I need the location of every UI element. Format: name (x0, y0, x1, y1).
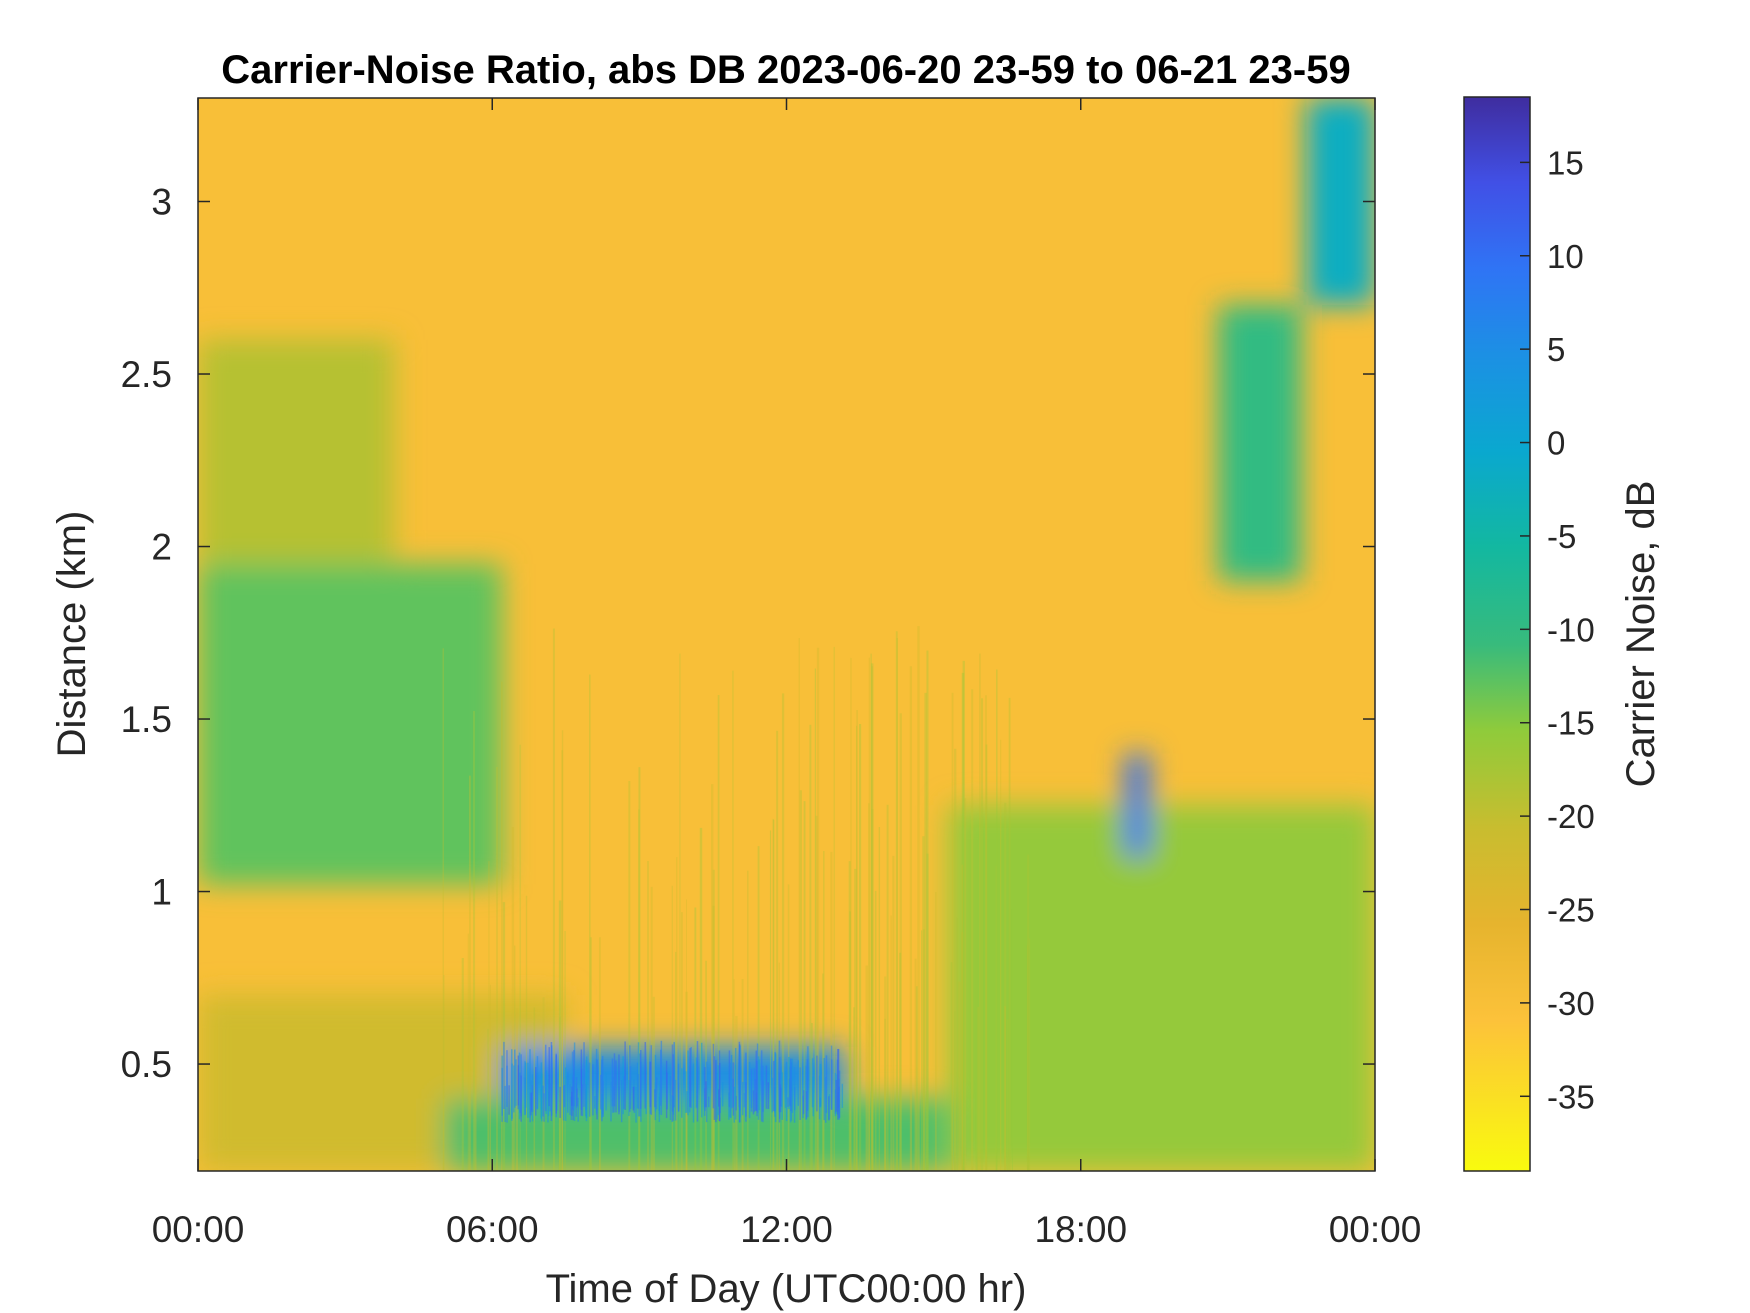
colorbar-axis: 15 10 5 0 -5 -10 -15 -20 -25 -30 -35 (1520, 144, 1595, 1115)
x-axis-label: Time of Day (UTC00:00 hr) (546, 1267, 1027, 1311)
heatmap-region-night-boundary-layer (198, 563, 503, 885)
heatmap-region-night-upper-mixed (198, 339, 395, 564)
heatmap-region-afternoon-boundary-layer (948, 805, 1375, 1171)
colorbar-tick-label: -15 (1547, 705, 1595, 742)
y-tick-label: 2.5 (121, 354, 172, 395)
colorbar-tick-label: -35 (1547, 1078, 1595, 1115)
heatmap-region-evening-strong-cell (1124, 753, 1150, 858)
y-tick-label: 0.5 (121, 1044, 172, 1085)
x-tick-label: 00:00 (152, 1209, 245, 1250)
data-streaks (442, 626, 1031, 1171)
heatmap-region-evening-elevated-layer (1218, 305, 1302, 582)
y-axis-label: Distance (km) (50, 511, 94, 758)
y-tick-label: 2 (151, 527, 172, 568)
y-tick-label: 1.5 (121, 699, 172, 740)
colorbar-tick-label: 0 (1547, 425, 1565, 462)
colorbar (1463, 96, 1531, 1172)
y-axis: 0.5 1 1.5 2 2.5 3 (121, 182, 1375, 1085)
colorbar-tick-label: 5 (1547, 331, 1565, 368)
plot-area (198, 98, 1375, 1171)
x-tick-label: 12:00 (740, 1209, 833, 1250)
x-tick-label: 00:00 (1329, 1209, 1422, 1250)
colorbar-tick-label: -10 (1547, 611, 1595, 648)
colorbar-label: Carrier Noise, dB (1619, 481, 1663, 788)
y-tick-label: 3 (151, 182, 172, 223)
colorbar-tick-label: 10 (1547, 238, 1584, 275)
colorbar-tick-label: -20 (1547, 798, 1595, 835)
colorbar-tick-label: -30 (1547, 985, 1595, 1022)
colorbar-tick-label: -25 (1547, 892, 1595, 929)
colorbar-tick-label: -5 (1547, 518, 1576, 555)
chart-title: Carrier-Noise Ratio, abs DB 2023-06-20 2… (221, 48, 1350, 92)
x-tick-label: 18:00 (1034, 1209, 1127, 1250)
x-tick-label: 06:00 (446, 1209, 539, 1250)
x-axis: 00:00 06:00 12:00 18:00 00:00 (152, 98, 1422, 1250)
y-tick-label: 1 (151, 872, 172, 913)
colorbar-tick-label: 15 (1547, 144, 1584, 181)
